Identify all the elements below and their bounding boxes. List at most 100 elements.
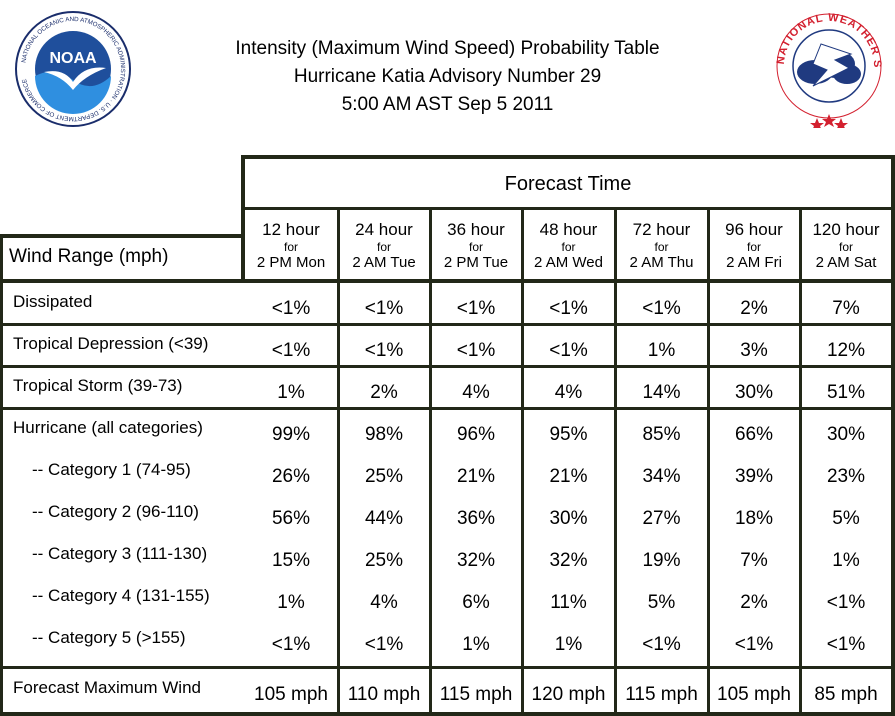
noaa-logo: NOAA NATIONAL OCEANIC AND ATMOSPHERIC AD… <box>15 11 131 127</box>
column-date: 2 AM Sat <box>815 254 877 271</box>
table-cell: 2% <box>740 298 768 319</box>
table-cell: 32% <box>456 550 496 571</box>
column-for: for <box>468 240 483 254</box>
table-border <box>244 207 892 210</box>
table-cell: 32% <box>549 550 588 571</box>
column-date: 2 AM Tue <box>352 254 416 271</box>
row-label: Tropical Depression (<39) <box>13 334 209 353</box>
table-cell: 85 mph <box>814 684 878 705</box>
table-cell: 21% <box>549 466 588 487</box>
column-date: 2 PM Mon <box>256 254 326 271</box>
table-cell: 30% <box>826 424 866 445</box>
table-cell: 1% <box>554 634 583 655</box>
table-cell: 105 mph <box>254 684 328 705</box>
table-border <box>0 279 895 283</box>
forecast-time-header: Forecast Time <box>504 172 632 195</box>
table-border <box>0 407 895 410</box>
column-for: for <box>654 240 669 254</box>
table-border <box>241 155 245 282</box>
table-cell: 51% <box>826 382 866 403</box>
row-label: -- Category 3 (111-130) <box>32 544 208 563</box>
table-cell: 66% <box>734 424 774 445</box>
row-label: -- Category 4 (131-155) <box>32 586 210 605</box>
column-for: for <box>561 240 576 254</box>
row-label: -- Category 1 (74-95) <box>32 460 191 479</box>
table-cell: <1% <box>271 340 311 361</box>
table-cell: 95% <box>549 424 588 445</box>
table-cell: 115 mph <box>439 684 513 705</box>
table-cell: 21% <box>456 466 496 487</box>
table-border <box>0 234 3 716</box>
table-cell: <1% <box>364 634 404 655</box>
table-cell: <1% <box>549 340 588 361</box>
table-cell: 11% <box>550 592 587 613</box>
table-cell: 30% <box>549 508 588 529</box>
row-label: Hurricane (all categories) <box>13 418 203 437</box>
column-header-1: 12 hour for 2 PM Mon <box>244 210 338 280</box>
table-cell: <1% <box>364 340 404 361</box>
table-cell: 14% <box>642 382 681 403</box>
noaa-text: NOAA <box>49 50 97 67</box>
table-cell: <1% <box>364 298 404 319</box>
table-cell: 1% <box>832 550 860 571</box>
title-line-2: Hurricane Katia Advisory Number 29 <box>293 66 602 87</box>
table-border <box>614 210 617 716</box>
table-cell: <1% <box>642 298 681 319</box>
column-hour: 12 hour <box>262 220 320 239</box>
table-border <box>0 234 244 238</box>
table-cell: 18% <box>734 508 774 529</box>
table-cell: 2% <box>740 592 768 613</box>
table-cell: 105 mph <box>717 684 791 705</box>
table-cell: <1% <box>271 634 311 655</box>
row-label: Dissipated <box>13 292 93 311</box>
table-cell: <1% <box>826 592 866 613</box>
table-border <box>0 365 895 368</box>
table-border <box>0 323 895 326</box>
table-cell: 56% <box>271 508 311 529</box>
table-cell: 1% <box>277 592 305 613</box>
column-for: for <box>746 240 761 254</box>
table-border <box>0 666 895 669</box>
row-label: Forecast Maximum Wind <box>13 678 201 697</box>
table-cell: 7% <box>740 550 768 571</box>
table-cell: 4% <box>370 592 398 613</box>
column-hour: 36 hour <box>447 220 505 239</box>
table-cell: 19% <box>642 550 681 571</box>
table-cell: 25% <box>364 466 404 487</box>
column-header-7: 120 hour for 2 AM Sat <box>800 210 892 280</box>
table-cell: 44% <box>364 508 404 529</box>
table-cell: 39% <box>734 466 774 487</box>
table-border <box>241 155 895 159</box>
table-cell: <1% <box>456 298 496 319</box>
column-header-6: 96 hour for 2 AM Fri <box>708 210 800 280</box>
table-cell: 34% <box>642 466 681 487</box>
column-for: for <box>838 240 853 254</box>
table-border <box>891 155 895 716</box>
table-cell: 15% <box>271 550 311 571</box>
table-cell: 5% <box>647 592 676 613</box>
column-date: 2 AM Wed <box>534 254 603 271</box>
column-for: for <box>376 240 391 254</box>
table-cell: 99% <box>271 424 311 445</box>
table-cell: 12% <box>826 340 866 361</box>
column-hour: 24 hour <box>355 220 413 239</box>
table-cell: 25% <box>364 550 404 571</box>
table-cell: 30% <box>734 382 774 403</box>
table-cell: 1% <box>647 340 676 361</box>
column-hour: 48 hour <box>539 220 598 239</box>
wind-range-header: Wind Range (mph) <box>9 246 169 267</box>
row-label: -- Category 2 (96-110) <box>32 502 199 521</box>
column-header-2: 24 hour for 2 AM Tue <box>338 210 430 280</box>
column-hour: 120 hour <box>812 220 880 239</box>
title-line-3: 5:00 AM AST Sep 5 2011 <box>341 94 554 115</box>
column-header-4: 48 hour for 2 AM Wed <box>522 210 615 280</box>
nws-logo: NATIONAL WEATHER SERVICE <box>773 8 882 128</box>
column-header-3: 36 hour for 2 PM Tue <box>430 210 522 280</box>
table-cell: <1% <box>734 634 774 655</box>
table-cell: <1% <box>826 634 866 655</box>
table-border <box>337 210 340 716</box>
column-date: 2 PM Tue <box>443 254 509 271</box>
table-cell: 23% <box>826 466 866 487</box>
table-border <box>707 210 710 716</box>
